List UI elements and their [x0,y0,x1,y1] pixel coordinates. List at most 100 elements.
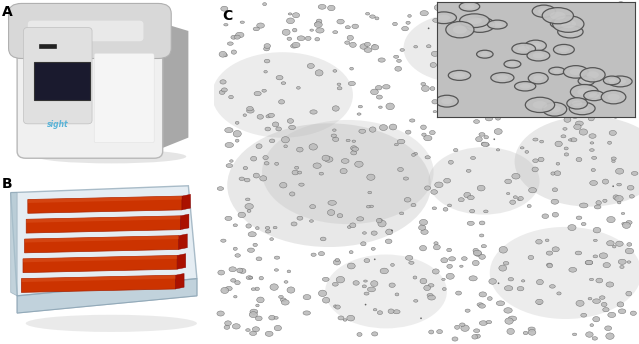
Ellipse shape [612,160,615,162]
Ellipse shape [441,93,445,95]
Ellipse shape [543,8,573,24]
Ellipse shape [607,216,615,223]
Ellipse shape [508,30,515,35]
Ellipse shape [353,281,359,285]
Ellipse shape [244,178,250,182]
Ellipse shape [257,115,263,119]
Ellipse shape [424,285,431,291]
Ellipse shape [545,239,549,241]
Ellipse shape [620,75,628,80]
Ellipse shape [617,302,624,307]
Ellipse shape [362,232,366,234]
Ellipse shape [315,70,323,76]
Ellipse shape [575,251,581,255]
Ellipse shape [627,261,631,263]
Ellipse shape [563,128,567,130]
Ellipse shape [433,18,440,22]
Ellipse shape [436,330,443,334]
Ellipse shape [432,99,438,104]
Ellipse shape [603,179,608,184]
Ellipse shape [555,21,566,26]
Ellipse shape [224,325,229,329]
Ellipse shape [529,19,533,22]
Ellipse shape [578,25,585,30]
Ellipse shape [456,291,461,295]
Ellipse shape [270,284,278,290]
Ellipse shape [270,238,273,240]
Ellipse shape [325,255,447,329]
Ellipse shape [550,19,571,28]
Ellipse shape [338,316,344,320]
Ellipse shape [259,176,266,181]
Ellipse shape [608,76,632,87]
Ellipse shape [472,335,478,339]
Ellipse shape [622,38,627,41]
Ellipse shape [427,295,435,300]
Ellipse shape [224,23,228,26]
Ellipse shape [292,42,300,47]
Ellipse shape [558,47,569,52]
Ellipse shape [347,35,353,40]
Ellipse shape [615,195,623,202]
Ellipse shape [233,247,237,250]
Ellipse shape [245,198,250,201]
Ellipse shape [459,14,489,28]
Ellipse shape [434,242,438,245]
Ellipse shape [484,101,488,104]
Ellipse shape [262,89,266,92]
Ellipse shape [333,69,337,72]
Ellipse shape [461,257,467,260]
Ellipse shape [217,187,224,191]
Ellipse shape [272,122,279,127]
Ellipse shape [433,110,436,113]
Ellipse shape [527,204,531,208]
Ellipse shape [596,201,601,205]
Ellipse shape [590,142,594,144]
Ellipse shape [262,120,434,224]
Ellipse shape [586,80,590,83]
Ellipse shape [433,245,440,250]
Ellipse shape [608,78,616,83]
Ellipse shape [420,278,427,284]
Ellipse shape [447,204,452,207]
Ellipse shape [510,200,516,204]
Ellipse shape [447,264,452,268]
Ellipse shape [297,216,303,220]
Ellipse shape [585,54,591,58]
Ellipse shape [594,239,597,241]
Ellipse shape [560,92,565,95]
Polygon shape [25,236,179,243]
Ellipse shape [371,45,379,50]
Ellipse shape [571,85,598,99]
Ellipse shape [257,23,265,28]
Ellipse shape [420,125,426,130]
Ellipse shape [486,116,493,121]
Ellipse shape [411,203,416,207]
Ellipse shape [348,226,351,228]
Ellipse shape [630,311,636,315]
Ellipse shape [496,117,500,120]
Ellipse shape [525,40,546,51]
Ellipse shape [281,300,289,305]
Ellipse shape [225,142,233,148]
Ellipse shape [393,310,400,314]
Ellipse shape [461,63,466,66]
Ellipse shape [617,2,625,7]
Ellipse shape [528,327,535,331]
Ellipse shape [328,201,336,205]
Ellipse shape [525,78,533,85]
Ellipse shape [310,110,317,114]
Ellipse shape [479,254,486,259]
Polygon shape [17,279,197,313]
Ellipse shape [553,16,584,32]
Ellipse shape [462,62,466,65]
Ellipse shape [227,42,233,45]
Ellipse shape [295,166,298,169]
Ellipse shape [627,243,632,246]
Ellipse shape [599,253,608,258]
Ellipse shape [612,60,619,65]
Ellipse shape [413,300,418,302]
Ellipse shape [533,101,547,109]
Ellipse shape [576,121,583,126]
Ellipse shape [284,145,288,148]
